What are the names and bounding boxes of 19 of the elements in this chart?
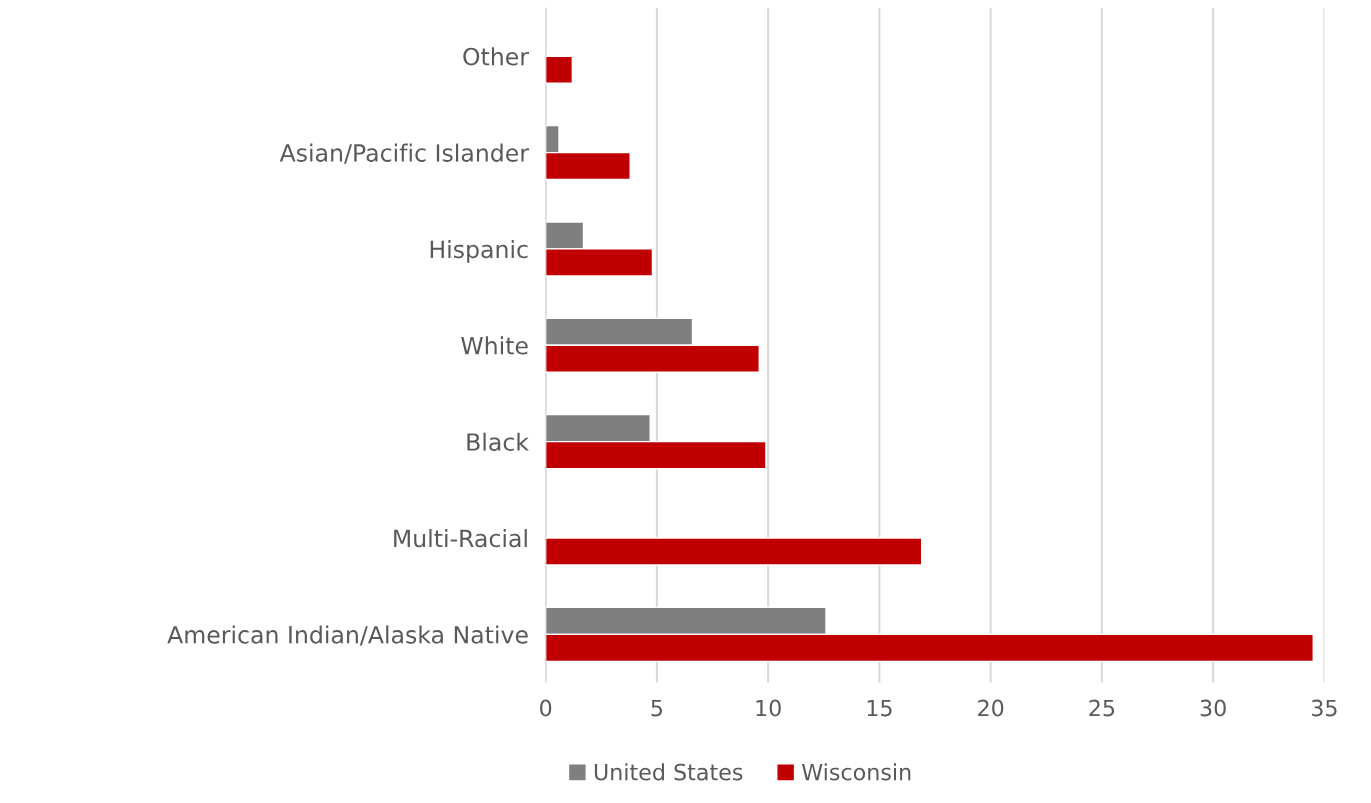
- y-tick-label: American Indian/Alaska Native: [167, 625, 528, 646]
- x-tick-label: 25: [1089, 699, 1115, 717]
- legend-label: United States: [594, 763, 743, 781]
- y-tick-label: Asian/Pacific Islander: [279, 143, 529, 164]
- y-tick-label: Black: [467, 432, 529, 451]
- y-tick-label: Multi-Racial: [394, 529, 527, 548]
- x-tick-label: 15: [867, 699, 892, 717]
- legend-label: Wisconsin: [801, 763, 911, 781]
- x-tick-label: 10: [756, 699, 781, 717]
- y-tick-label: Other: [463, 47, 529, 66]
- y-tick-label: Hispanic: [430, 239, 528, 263]
- y-tick-label: White: [461, 336, 528, 355]
- x-tick-label: 30: [1200, 699, 1226, 717]
- x-tick-label: 0: [540, 699, 552, 717]
- x-tick-label: 35: [1311, 699, 1337, 717]
- bar: [545, 537, 923, 566]
- bar: [545, 55, 574, 84]
- x-tick-label: 20: [978, 699, 1004, 717]
- x-tick-label: 5: [651, 699, 663, 717]
